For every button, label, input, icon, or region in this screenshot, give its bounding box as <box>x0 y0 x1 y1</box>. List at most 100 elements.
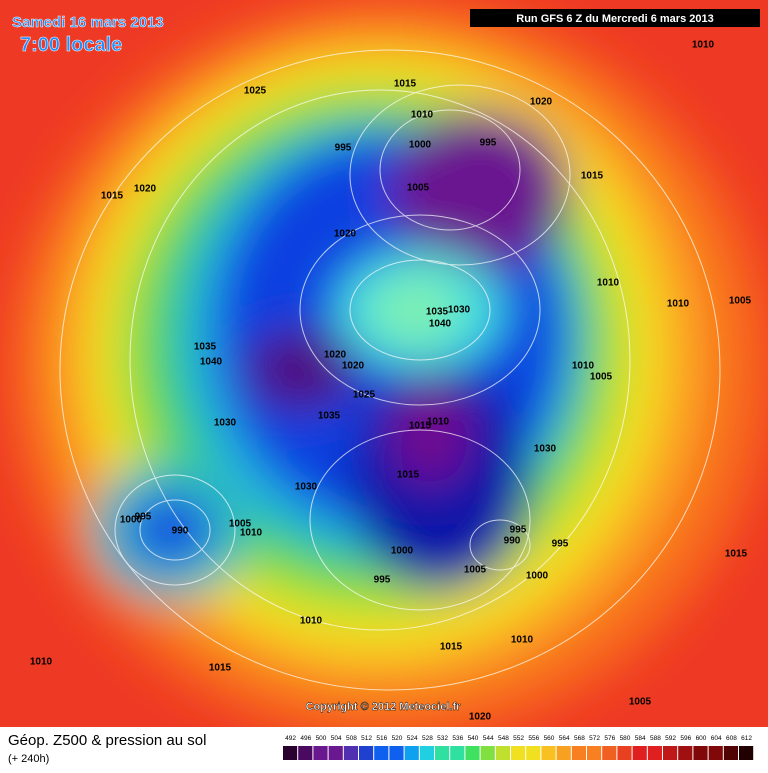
isobar-label: 1000 <box>391 546 414 557</box>
colorbar-swatch <box>313 746 328 760</box>
isobar-label: 1010 <box>572 361 595 372</box>
colorbar-label: 504 <box>331 735 342 742</box>
isobar-label: 1005 <box>629 697 652 708</box>
colorbar-label: 608 <box>726 735 737 742</box>
colorbar-swatch <box>739 746 754 760</box>
colorbar-swatch <box>571 746 586 760</box>
isobar-label: 1005 <box>729 296 752 307</box>
colorbar-swatch <box>511 746 526 760</box>
isobar-label: 1015 <box>581 171 604 182</box>
colorbar-swatch <box>450 746 465 760</box>
colorbar-swatch <box>541 746 556 760</box>
colorbar-label: 536 <box>452 735 463 742</box>
isobar-label: 1020 <box>324 350 347 361</box>
isobar-label: 1015 <box>409 421 432 432</box>
colorbar-swatch <box>283 746 298 760</box>
colorbar-swatch <box>587 746 602 760</box>
isobar-label: 1010 <box>30 657 53 668</box>
isobar-label: 995 <box>480 138 497 149</box>
field <box>0 0 768 727</box>
isobar-label: 1005 <box>590 372 613 383</box>
isobar-label: 1030 <box>534 444 557 455</box>
isobar-label: 1030 <box>295 482 318 493</box>
isobar-label: 1030 <box>448 305 471 316</box>
colorbar-swatch <box>359 746 374 760</box>
colorbar-label: 568 <box>574 735 585 742</box>
colorbar-swatch <box>298 746 313 760</box>
isobar-label: 1010 <box>511 635 534 646</box>
colorbar-label: 612 <box>741 735 752 742</box>
isobar-label: 1020 <box>469 712 492 723</box>
colorbar-swatch <box>389 746 404 760</box>
colorbar-label: 508 <box>346 735 357 742</box>
colorbar-label: 576 <box>604 735 615 742</box>
colorbar-swatch <box>617 746 632 760</box>
isobar-label: 1010 <box>411 110 434 121</box>
colorbar-swatch <box>632 746 647 760</box>
isobar-label: 1010 <box>692 40 715 51</box>
isobar-label: 990 <box>504 536 521 547</box>
colorbar-swatch <box>480 746 495 760</box>
colorbar-swatch <box>343 746 358 760</box>
colorbar-label: 544 <box>483 735 494 742</box>
isobar-label: 1035 <box>426 307 449 318</box>
legend-title: Géop. Z500 & pression au sol <box>8 732 206 749</box>
colorbar-swatch <box>465 746 480 760</box>
isobar-label: 1000 <box>526 571 549 582</box>
colorbar-label: 528 <box>422 735 433 742</box>
isobar-label: 1020 <box>530 97 553 108</box>
colorbar-label: 604 <box>711 735 722 742</box>
date: Samedi 16 mars 2013 <box>12 14 164 31</box>
colorbar-swatch <box>678 746 693 760</box>
colorbar-swatch <box>435 746 450 760</box>
isobar-label: 1010 <box>300 616 323 627</box>
colorbar-swatch <box>708 746 723 760</box>
isobar-label: 1010 <box>597 278 620 289</box>
colorbar-label: 596 <box>680 735 691 742</box>
isobar-label: 1010 <box>240 528 263 539</box>
isobar-label: 995 <box>510 525 527 536</box>
isobar-label: 1015 <box>209 663 232 674</box>
isobar-label: 1005 <box>229 519 252 530</box>
colorbar-label: 564 <box>559 735 570 742</box>
colorbar-swatch <box>495 746 510 760</box>
colorbar-swatch <box>647 746 662 760</box>
colorbar-swatch <box>723 746 738 760</box>
isobar-label: 1035 <box>318 411 341 422</box>
isobar-label: 1010 <box>427 417 450 428</box>
colorbar-label: 548 <box>498 735 509 742</box>
colorbar-label: 556 <box>528 735 539 742</box>
colorbar-label: 500 <box>316 735 327 742</box>
colorbar-swatch <box>602 746 617 760</box>
colorbar-label: 520 <box>392 735 403 742</box>
colorbar-label: 572 <box>589 735 600 742</box>
isobar-label: 1030 <box>214 418 237 429</box>
colorbar-label: 512 <box>361 735 372 742</box>
isobar-label: 995 <box>552 539 569 550</box>
colorbar-label: 560 <box>544 735 555 742</box>
colorbar-label: 580 <box>620 735 631 742</box>
isobar-label: 1000 <box>120 515 143 526</box>
isobar-label: 1040 <box>200 357 223 368</box>
isobar-label: 1040 <box>429 319 452 330</box>
colorbar-label: 592 <box>665 735 676 742</box>
colorbar: 492 496 500 504 508 512 516 520 524 528 532 536 540 5… <box>283 735 754 760</box>
colorbar-label: 540 <box>468 735 479 742</box>
isobar-label: 1025 <box>353 390 376 401</box>
isobar-label: 1005 <box>407 183 430 194</box>
isobar-label: 1020 <box>334 229 357 240</box>
colorbar-swatch <box>526 746 541 760</box>
colorbar-label: 524 <box>407 735 418 742</box>
isobar-label: 1015 <box>397 470 420 481</box>
colorbar-swatch <box>693 746 708 760</box>
isobar-label: 1010 <box>667 299 690 310</box>
isobar-label: 1005 <box>464 565 487 576</box>
isobar-label: 1020 <box>134 184 157 195</box>
colorbar-swatch <box>419 746 434 760</box>
isobar-label: 1020 <box>342 361 365 372</box>
colorbar-label: 552 <box>513 735 524 742</box>
copyright: Copyright © 2012 Meteociel.fr <box>306 701 462 713</box>
isobar-label: 1000 <box>409 140 432 151</box>
colorbar-label: 584 <box>635 735 646 742</box>
